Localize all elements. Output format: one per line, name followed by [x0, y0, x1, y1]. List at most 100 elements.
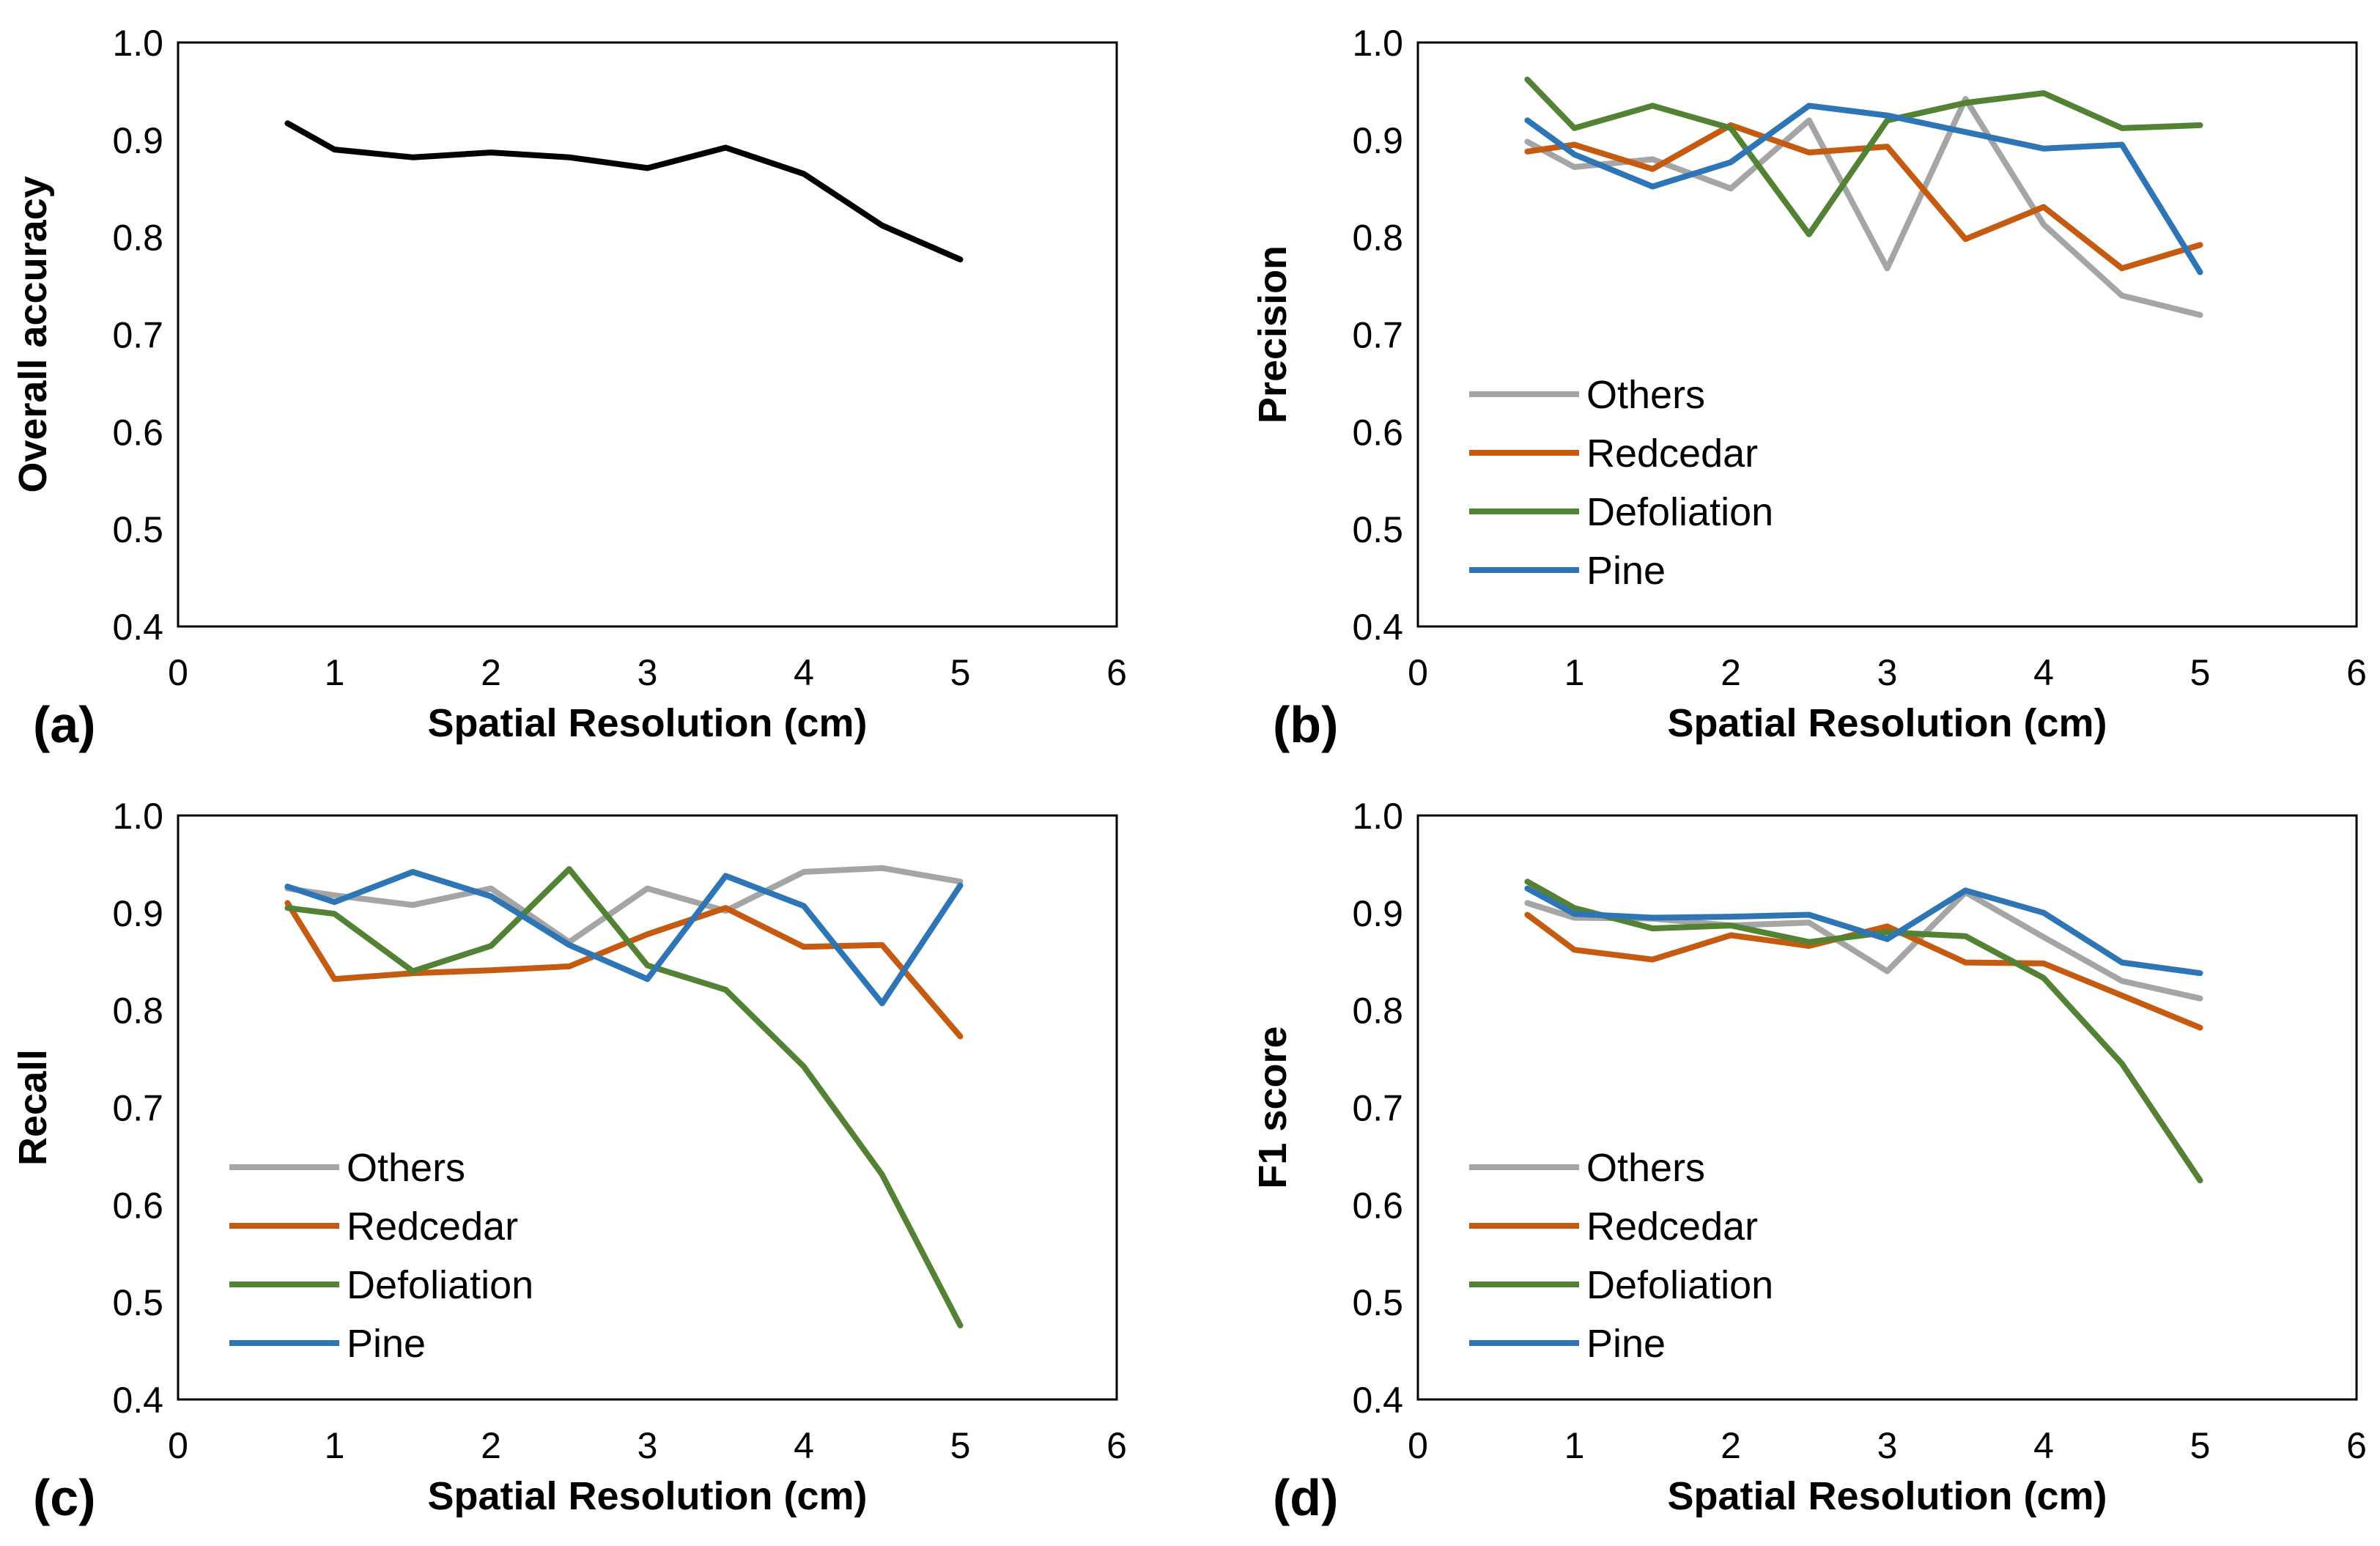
y-tick-label: 0.7 — [112, 1088, 163, 1129]
x-tick-label: 4 — [2033, 1425, 2054, 1466]
chart-panel-4: 0.4 0.5 0.6 0.7 0.8 0.9 1.0 0 1 2 3 4 5 6 Spatial Reso… — [1251, 796, 2367, 1526]
y-tick-label: 0.4 — [112, 1380, 163, 1421]
x-tick-label: 2 — [1721, 1425, 1741, 1466]
legend-label: Defoliation — [1586, 490, 1773, 534]
y-tick-label: 0.6 — [1352, 412, 1403, 453]
legend-label: Defoliation — [347, 1263, 533, 1307]
y-tick-label: 0.7 — [112, 315, 163, 356]
x-tick-label: 5 — [2190, 652, 2211, 693]
legend: Others Redcedar Defoliation Pine — [229, 1146, 533, 1366]
y-tick-label: 0.9 — [112, 120, 163, 161]
series-line-overall-accuracy — [284, 120, 964, 263]
chart-panel-1: 0.4 0.5 0.6 0.7 0.8 0.9 1.0 0 1 2 3 4 5 6 Spatial Reso… — [11, 23, 1127, 753]
chart-panel-3: 0.4 0.5 0.6 0.7 0.8 0.9 1.0 0 1 2 3 4 5 6 Spatial Reso… — [11, 796, 1127, 1526]
legend-label: Others — [1586, 373, 1705, 417]
y-tick-label: 0.5 — [112, 1282, 163, 1323]
plot-frame — [1416, 814, 2358, 1401]
legend-label: Defoliation — [1586, 1263, 1773, 1307]
y-tick-label: 0.7 — [1352, 315, 1403, 356]
y-axis-title: Overall accuracy — [11, 176, 55, 492]
y-axis-title: Precision — [1251, 245, 1295, 424]
x-tick-label: 6 — [1106, 652, 1127, 693]
x-tick-label: 6 — [2346, 652, 2367, 693]
panel-label: (c) — [33, 1469, 96, 1526]
legend-label: Pine — [347, 1322, 426, 1366]
legend-label: Redcedar — [1586, 1205, 1758, 1249]
series-line-redcedar — [1524, 122, 2203, 272]
y-tick-label: 0.4 — [112, 607, 163, 648]
x-tick-label: 3 — [1877, 1425, 1898, 1466]
legend-label: Redcedar — [1586, 432, 1758, 476]
legend-label: Pine — [1586, 1322, 1666, 1366]
x-tick-label: 1 — [325, 1425, 345, 1466]
y-tick-label: 0.9 — [1352, 120, 1403, 161]
y-tick-label: 0.6 — [112, 1185, 163, 1226]
x-tick-label: 6 — [2346, 1425, 2367, 1466]
x-tick-label: 0 — [1408, 1425, 1428, 1466]
x-tick-label: 3 — [638, 652, 658, 693]
x-tick-label: 0 — [168, 652, 188, 693]
legend-label: Others — [347, 1146, 465, 1190]
series-line-defoliation — [1524, 879, 2203, 1184]
y-tick-label: 0.5 — [112, 509, 163, 550]
legend-label: Pine — [1586, 549, 1666, 593]
x-tick-label: 5 — [2190, 1425, 2211, 1466]
panel-label: (a) — [33, 696, 96, 753]
x-tick-label: 2 — [1721, 652, 1741, 693]
x-tick-label: 1 — [325, 652, 345, 693]
x-tick-label: 0 — [1408, 652, 1428, 693]
y-tick-label: 1.0 — [112, 796, 163, 837]
y-axis-title: Recall — [11, 1049, 55, 1166]
y-tick-label: 1.0 — [1352, 23, 1403, 64]
legend-label: Others — [1586, 1146, 1705, 1190]
series-line-defoliation — [1524, 76, 2203, 237]
legend: Others Redcedar Defoliation Pine — [1469, 373, 1773, 593]
y-tick-label: 0.5 — [1352, 509, 1403, 550]
x-tick-label: 5 — [950, 1425, 971, 1466]
plot-frame — [177, 814, 1118, 1401]
y-tick-label: 0.8 — [112, 218, 163, 259]
x-tick-label: 3 — [1877, 652, 1898, 693]
y-tick-label: 0.9 — [112, 893, 163, 934]
series-line-pine — [1524, 103, 2203, 275]
series-line-defoliation — [284, 866, 964, 1328]
y-tick-label: 0.4 — [1352, 607, 1403, 648]
y-tick-label: 0.9 — [1352, 893, 1403, 934]
y-tick-label: 0.6 — [112, 412, 163, 453]
legend: Others Redcedar Defoliation Pine — [1469, 1146, 1773, 1366]
y-tick-label: 0.4 — [1352, 1380, 1403, 1421]
x-axis-title: Spatial Resolution (cm) — [427, 1474, 867, 1518]
x-tick-label: 3 — [638, 1425, 658, 1466]
x-tick-label: 0 — [168, 1425, 188, 1466]
x-tick-label: 1 — [1564, 1425, 1585, 1466]
y-tick-label: 1.0 — [1352, 796, 1403, 837]
x-tick-label: 6 — [1106, 1425, 1127, 1466]
x-tick-label: 4 — [794, 652, 814, 693]
x-tick-label: 2 — [481, 652, 501, 693]
panel-label: (d) — [1273, 1469, 1338, 1526]
x-tick-label: 1 — [1564, 652, 1585, 693]
y-tick-label: 0.8 — [1352, 991, 1403, 1032]
x-tick-label: 5 — [950, 652, 971, 693]
x-axis-title: Spatial Resolution (cm) — [1667, 701, 2107, 745]
x-axis-title: Spatial Resolution (cm) — [1667, 1474, 2107, 1518]
x-tick-label: 4 — [794, 1425, 814, 1466]
panel-label: (b) — [1273, 696, 1338, 753]
y-tick-label: 0.8 — [1352, 218, 1403, 259]
legend-label: Redcedar — [347, 1205, 518, 1249]
chart-panel-2: 0.4 0.5 0.6 0.7 0.8 0.9 1.0 0 1 2 3 4 5 6 Spatial Reso… — [1251, 23, 2367, 753]
x-tick-label: 2 — [481, 1425, 501, 1466]
y-tick-label: 1.0 — [112, 23, 163, 64]
y-tick-label: 0.6 — [1352, 1185, 1403, 1226]
plot-frame — [1416, 41, 2358, 628]
plot-frame — [177, 41, 1118, 628]
y-tick-label: 0.7 — [1352, 1088, 1403, 1129]
x-axis-title: Spatial Resolution (cm) — [427, 701, 867, 745]
series-line-redcedar — [284, 900, 964, 1040]
series-line-pine — [1524, 885, 2203, 977]
y-tick-label: 0.5 — [1352, 1282, 1403, 1323]
series-line-pine — [284, 869, 964, 1007]
series-line-others — [1524, 96, 2203, 318]
y-tick-label: 0.8 — [112, 991, 163, 1032]
